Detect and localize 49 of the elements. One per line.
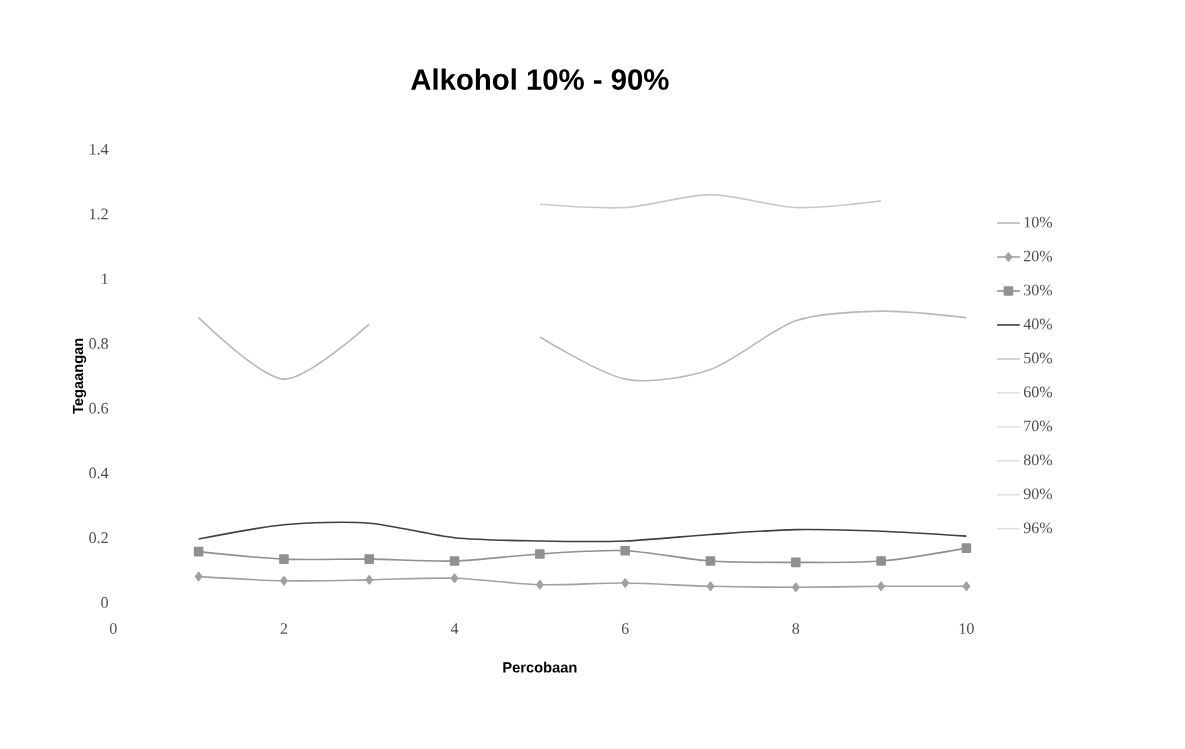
line-series: [539, 193, 882, 209]
y-axis-title: Tegaangan: [72, 338, 87, 414]
point: [706, 581, 715, 592]
point: [535, 549, 545, 559]
y-tick-label: 0.6: [89, 402, 109, 414]
point: [450, 573, 459, 583]
point: [536, 579, 544, 590]
y-tick-label: 0.4: [89, 467, 109, 479]
line-series: [197, 521, 968, 543]
point: [621, 578, 629, 588]
y-tick-label: 1.4: [90, 143, 109, 155]
x-tick-label: 0: [109, 623, 117, 634]
y-tick-label: 0: [101, 597, 108, 608]
y-tick-label: 1: [102, 273, 108, 284]
point: [877, 581, 885, 592]
point: [364, 554, 375, 564]
y-tick-label: 1.2: [90, 208, 108, 220]
point: [280, 575, 288, 586]
legend-label: 60%: [1023, 386, 1053, 398]
legend-label: 90%: [1023, 488, 1053, 500]
legend-label: 10%: [1024, 216, 1053, 228]
legend-label: 70%: [1024, 420, 1053, 432]
point: [961, 543, 972, 553]
point: [365, 574, 374, 585]
point: [279, 554, 289, 564]
legend-label: 96%: [1023, 522, 1053, 534]
point: [193, 546, 204, 557]
x-tick-label: 2: [280, 623, 288, 634]
x-tick-label: 8: [792, 623, 800, 634]
chart-title: Alkohol 10% - 90%: [411, 68, 669, 90]
point: [876, 556, 886, 566]
point: [962, 581, 971, 592]
point: [620, 545, 630, 556]
legend-label: 50%: [1024, 352, 1053, 364]
x-tick-label: 4: [450, 623, 459, 634]
legend-label: 80%: [1023, 454, 1053, 466]
x-axis-title: Percobaan: [503, 661, 577, 673]
x-tick-label: 10: [959, 623, 974, 634]
legend-label: 20%: [1023, 250, 1053, 262]
x-tick-label: 6: [621, 623, 629, 634]
point: [449, 556, 460, 566]
y-tick-label: 0.8: [89, 338, 108, 349]
point: [194, 571, 203, 582]
legend-label: 30%: [1024, 284, 1053, 296]
y-tick-label: 0.2: [89, 532, 108, 544]
point: [705, 556, 716, 566]
point: [791, 582, 800, 593]
point: [790, 557, 801, 568]
legend-label: 40%: [1023, 318, 1053, 330]
